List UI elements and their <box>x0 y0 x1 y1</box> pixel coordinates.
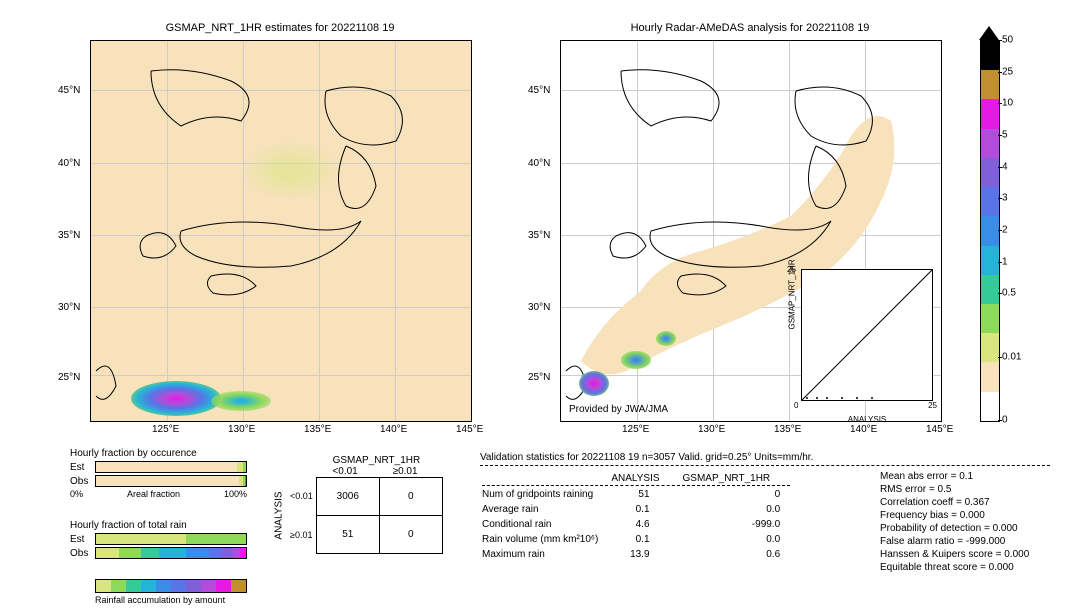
colorbar-tick: 5 <box>1002 130 1008 141</box>
stat-metric: RMS error = 0.5 <box>880 484 1029 495</box>
bar-row-label: Est <box>70 534 95 545</box>
ytick: 45°N <box>58 85 80 96</box>
stat-metric: Correlation coeff = 0.367 <box>880 497 1029 508</box>
ytick: 30°N <box>528 302 550 313</box>
stat-label: Maximum rain <box>482 548 608 561</box>
stat-metric: Probability of detection = 0.000 <box>880 523 1029 534</box>
xtick: 135°E <box>774 424 801 435</box>
hourly-total-section: Hourly fraction of total rain EstObs Rai… <box>70 520 247 605</box>
stat-metric: Hanssen & Kuipers score = 0.000 <box>880 549 1029 560</box>
bar-row-label: Obs <box>70 548 95 559</box>
credit-text: Provided by JWA/JMA <box>569 404 668 415</box>
xtick: 135°E <box>304 424 331 435</box>
colorbar-tick: 25 <box>1002 66 1013 77</box>
xtick: 130°E <box>698 424 725 435</box>
colorbar-tick: 4 <box>1002 161 1008 172</box>
ytick: 25°N <box>528 372 550 383</box>
section-title: Hourly fraction of total rain <box>70 520 247 531</box>
stat-val-b: 0.0 <box>682 503 791 516</box>
stat-val-a: 51 <box>610 488 679 501</box>
stat-val-a: 4.6 <box>610 518 679 531</box>
colorbar-tick: 1 <box>1002 256 1008 267</box>
left-map <box>90 40 472 422</box>
stat-val-b: -999.0 <box>682 518 791 531</box>
ytick: 30°N <box>58 302 80 313</box>
figure-container: GSMAP_NRT_1HR estimates for 20221108 19 … <box>10 10 1070 602</box>
colorbar-tick: 0.5 <box>1002 288 1016 299</box>
ytick: 25°N <box>58 372 80 383</box>
stat-metric: Frequency bias = 0.000 <box>880 510 1029 521</box>
colorbar-tick: 10 <box>1002 98 1013 109</box>
stat-val-a: 0.1 <box>610 503 679 516</box>
xtick: 145°E <box>456 424 483 435</box>
colorbar-tick: 50 <box>1002 35 1013 46</box>
stat-metric: Equitable threat score = 0.000 <box>880 562 1029 573</box>
colorbar: 502510543210.50.010 <box>980 40 998 420</box>
section-title: Hourly fraction by occurence <box>70 448 247 459</box>
hourly-occurrence-section: Hourly fraction by occurence EstObs 0% A… <box>70 448 247 499</box>
stat-val-a: 0.1 <box>610 533 679 546</box>
stats-title: Validation statistics for 20221108 19 n=… <box>480 452 1050 466</box>
left-map-title: GSMAP_NRT_1HR estimates for 20221108 19 <box>166 22 395 34</box>
stat-val-b: 0.0 <box>682 533 791 546</box>
inset-xlabel: ANALYSIS <box>848 415 887 424</box>
rainfall-legend <box>95 579 247 593</box>
stats-section: Validation statistics for 20221108 19 n=… <box>480 452 840 563</box>
xtick: 145°E <box>926 424 953 435</box>
bar-track <box>95 547 247 559</box>
stat-val-b: 0.6 <box>682 548 791 561</box>
colorbar-tick: 0 <box>1002 415 1008 426</box>
contingency-table: GSMAP_NRT_1HR <0.01 ≥0.01 <0.01 ≥0.01 30… <box>290 455 443 554</box>
xtick: 140°E <box>850 424 877 435</box>
bar-row-label: Est <box>70 462 95 473</box>
stat-metric: Mean abs error = 0.1 <box>880 471 1029 482</box>
stat-label: Average rain <box>482 503 608 516</box>
stats-table: ANALYSISGSMAP_NRT_1HR Num of gridpoints … <box>480 470 792 563</box>
stat-label: Conditional rain <box>482 518 608 531</box>
inset-scatter: ANALYSIS GSMAP_NRT_1HR 0 25 25 <box>801 269 933 401</box>
colorbar-tick: 0.01 <box>1002 351 1021 362</box>
bar-track <box>95 475 247 487</box>
stat-val-b: 0 <box>682 488 791 501</box>
xtick: 125°E <box>152 424 179 435</box>
colorbar-tick: 3 <box>1002 193 1008 204</box>
bar-track <box>95 533 247 545</box>
colorbar-tick: 2 <box>1002 225 1008 236</box>
stat-label: Rain volume (mm km²10⁶) <box>482 533 608 546</box>
ytick: 35°N <box>58 230 80 241</box>
stat-label: Num of gridpoints raining <box>482 488 608 501</box>
bar-track <box>95 461 247 473</box>
xtick: 140°E <box>380 424 407 435</box>
ytick: 35°N <box>528 230 550 241</box>
stat-val-a: 13.9 <box>610 548 679 561</box>
ytick: 40°N <box>528 158 550 169</box>
bar-row-label: Obs <box>70 476 95 487</box>
ytick: 45°N <box>528 85 550 96</box>
stat-metric: False alarm ratio = -999.000 <box>880 536 1029 547</box>
xtick: 130°E <box>228 424 255 435</box>
ytick: 40°N <box>58 158 80 169</box>
coastline-left <box>91 41 471 421</box>
stats-right: Mean abs error = 0.1 RMS error = 0.5 Corre… <box>880 471 1029 575</box>
xtick: 125°E <box>622 424 649 435</box>
right-map-title: Hourly Radar-AMeDAS analysis for 2022110… <box>631 22 870 34</box>
right-map: Provided by JWA/JMA ANALYSIS GSMAP_NRT_1… <box>560 40 942 422</box>
